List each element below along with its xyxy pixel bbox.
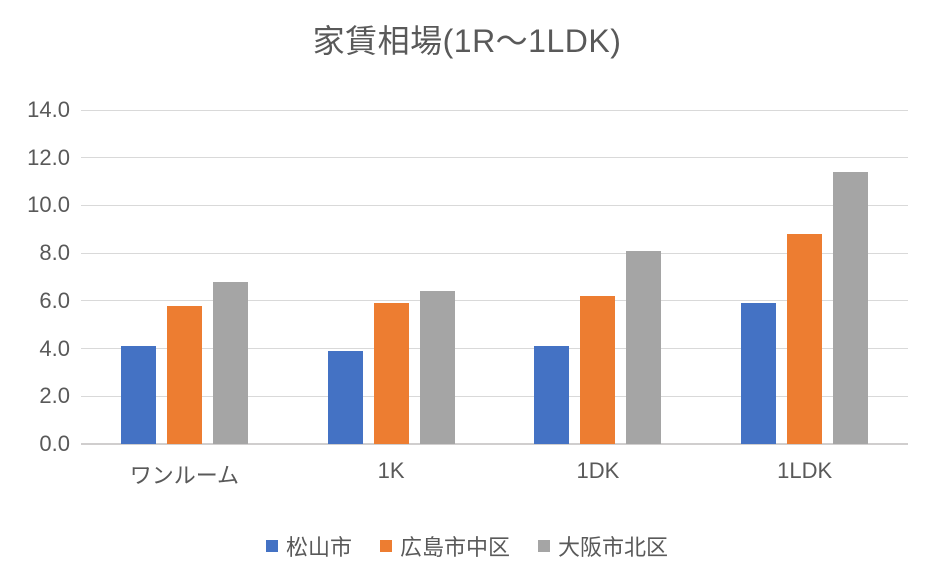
gridline — [81, 252, 908, 254]
gridline — [81, 395, 908, 397]
legend-item: 大阪市北区 — [538, 530, 668, 562]
legend-label: 松山市 — [285, 535, 352, 560]
x-axis-line — [81, 443, 908, 445]
bar — [580, 296, 616, 444]
bar — [419, 291, 455, 444]
bar — [373, 303, 409, 444]
legend-swatch-icon — [538, 540, 550, 552]
bar — [327, 350, 363, 444]
bar — [534, 346, 570, 444]
y-tick-label: 2.0 — [39, 383, 70, 409]
legend-label: 大阪市北区 — [558, 535, 669, 560]
legend-item: 松山市 — [265, 530, 352, 562]
gridline — [81, 348, 908, 350]
bar — [626, 250, 662, 444]
legend-label: 広島市中区 — [399, 535, 510, 560]
y-tick-label: 10.0 — [27, 192, 70, 218]
legend-swatch-icon — [265, 540, 278, 552]
bar — [787, 234, 823, 444]
gridline — [81, 300, 908, 302]
legend-swatch-icon — [379, 540, 392, 552]
x-category-label: 1LDK — [777, 458, 833, 483]
y-tick-label: 6.0 — [39, 287, 70, 313]
y-tick-label: 12.0 — [27, 144, 70, 170]
y-tick-label: 8.0 — [39, 240, 70, 266]
gridline — [81, 109, 908, 111]
x-category-label: ワンルーム — [129, 463, 240, 488]
gridline — [81, 204, 908, 206]
legend: 松山市 広島市中区 大阪市北区 — [0, 530, 934, 562]
legend-item: 広島市中区 — [379, 530, 510, 562]
y-tick-label: 14.0 — [27, 97, 70, 122]
bar — [212, 281, 248, 444]
y-tick-label: 0.0 — [39, 431, 70, 456]
bar — [741, 303, 777, 444]
bar — [120, 346, 156, 444]
chart-title: 家賃相場(1R〜1LDK) — [312, 23, 622, 59]
y-tick-label: 4.0 — [39, 335, 70, 361]
plot-area — [81, 109, 908, 445]
gridline — [81, 157, 908, 159]
bar — [166, 305, 202, 444]
x-category-label: 1DK — [576, 458, 620, 483]
bar — [833, 172, 869, 444]
x-category-label: 1K — [377, 458, 405, 483]
